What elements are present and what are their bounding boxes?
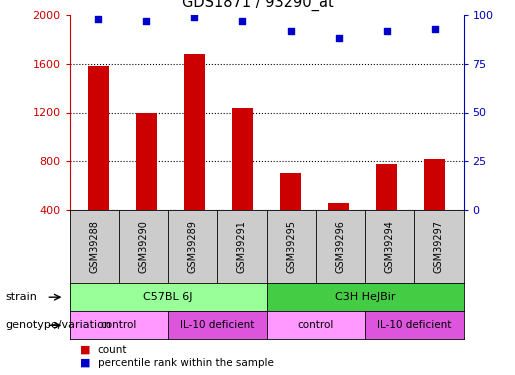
Bar: [232, 108, 253, 210]
Text: C3H HeJBir: C3H HeJBir: [335, 292, 395, 302]
Text: GDS1871 / 93290_at: GDS1871 / 93290_at: [182, 0, 333, 11]
Bar: [376, 164, 398, 210]
Bar: [424, 159, 445, 210]
Text: genotype/variation: genotype/variation: [5, 320, 111, 330]
Bar: [184, 54, 205, 210]
Text: control: control: [298, 320, 334, 330]
Text: IL-10 deficient: IL-10 deficient: [180, 320, 254, 330]
Point: [238, 18, 247, 24]
Bar: [88, 66, 109, 210]
Text: ■: ■: [80, 358, 90, 368]
Text: GSM39290: GSM39290: [139, 220, 148, 273]
Point: [383, 28, 391, 34]
Point: [431, 26, 439, 32]
Text: ■: ■: [80, 345, 90, 355]
Point: [334, 35, 342, 41]
Text: GSM39296: GSM39296: [335, 220, 346, 273]
Text: C57BL 6J: C57BL 6J: [143, 292, 193, 302]
Text: IL-10 deficient: IL-10 deficient: [377, 320, 452, 330]
Bar: [135, 113, 157, 210]
Text: percentile rank within the sample: percentile rank within the sample: [98, 358, 274, 368]
Bar: [280, 173, 301, 210]
Point: [286, 28, 295, 34]
Text: GSM39294: GSM39294: [385, 220, 394, 273]
Text: strain: strain: [5, 292, 37, 302]
Point: [142, 18, 150, 24]
Point: [94, 16, 102, 22]
Text: GSM39297: GSM39297: [434, 220, 444, 273]
Text: GSM39295: GSM39295: [286, 220, 296, 273]
Text: GSM39288: GSM39288: [89, 220, 99, 273]
Text: GSM39289: GSM39289: [187, 220, 198, 273]
Bar: [328, 202, 349, 210]
Text: control: control: [100, 320, 137, 330]
Text: GSM39291: GSM39291: [237, 220, 247, 273]
Point: [191, 14, 199, 20]
Text: count: count: [98, 345, 127, 355]
